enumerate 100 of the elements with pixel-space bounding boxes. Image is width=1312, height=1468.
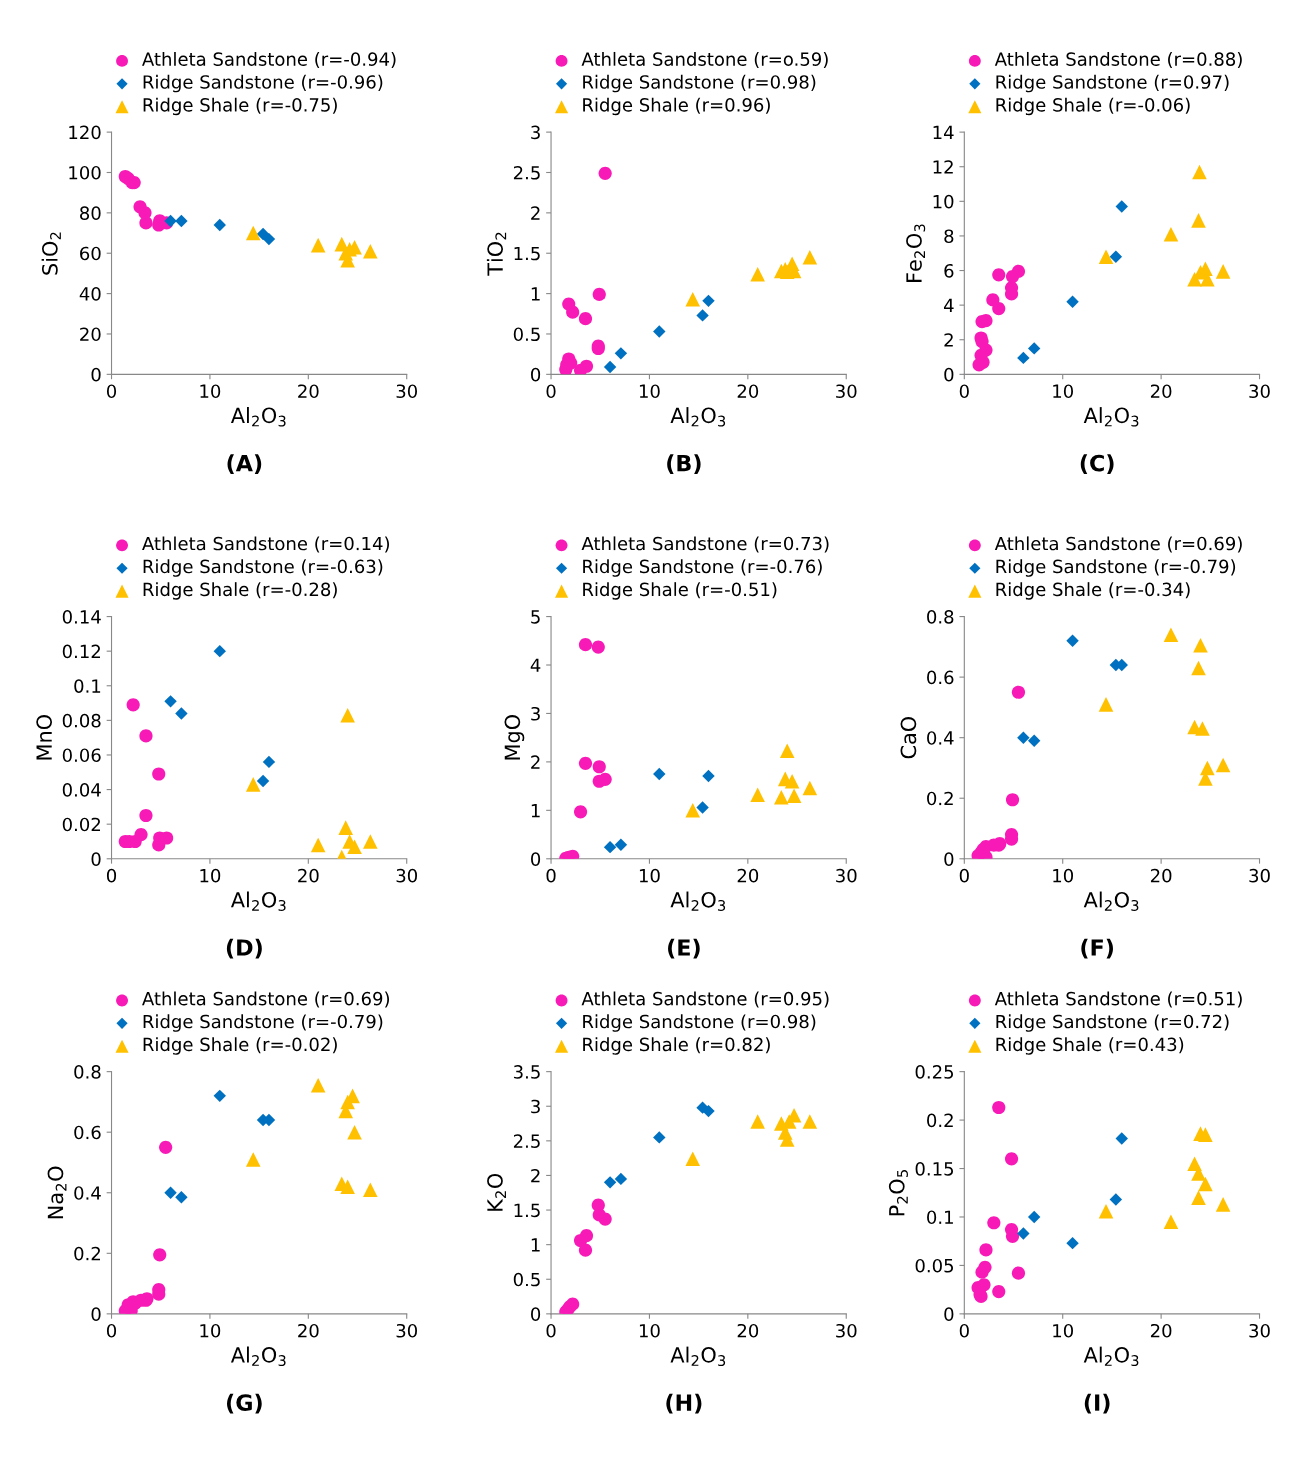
x-tick-label: 0	[546, 1323, 556, 1338]
y-tick-label: 0.2	[927, 791, 953, 806]
y-tick-label: 0.04	[62, 783, 101, 797]
text: (G)	[226, 1393, 262, 1414]
legend-label: Ridge Shale (r=-0.51)	[583, 582, 777, 600]
x-tick-label: 0	[106, 868, 117, 883]
y-axis-title: Na$_{2}$O	[47, 1166, 67, 1219]
text: (F)	[1081, 938, 1113, 959]
x-tick-label: 30	[1249, 1323, 1270, 1338]
x-tick-label: 10	[639, 1323, 660, 1338]
legend-label: Ridge Shale (r=-0.34)	[996, 582, 1190, 600]
legend-label: Athleta Sandstone (r=0.88)	[994, 51, 1242, 69]
y-tick-label: 10	[933, 194, 954, 209]
y-tick-label: 2.5	[513, 165, 540, 180]
y-tick-label: 1.5	[514, 1203, 540, 1218]
x-tick-label: 10	[1053, 384, 1074, 399]
x-tick-label: 0	[546, 384, 556, 399]
y-tick-label: 0	[91, 367, 101, 382]
x-tick-label: 10	[639, 868, 660, 883]
legend-label: Athleta Sandstone (r=o.59)	[581, 51, 828, 69]
x-tick-label: 0	[106, 1323, 117, 1338]
x-tick-label: 30	[836, 1323, 857, 1338]
y-tick-label: 1	[531, 804, 540, 818]
y-tick-label: 0	[531, 367, 541, 382]
text: (D)	[226, 938, 262, 959]
legend-label: Ridge Sandstone (r=-0.79)	[996, 559, 1236, 577]
y-tick-label: 0.4	[74, 1186, 101, 1200]
y-tick-label: 0	[531, 1307, 541, 1321]
x-axis-title: Al$_{2}$O$_{3}$	[230, 407, 286, 427]
y-tick-label: 0.4	[927, 731, 954, 745]
x-axis-title: Al$_{2}$O$_{3}$	[1083, 891, 1139, 911]
y-tick-label: 20	[80, 327, 101, 342]
y-tick-label: 2.5	[513, 1134, 540, 1148]
x-axis-title: Al$_{2}$O$_{3}$	[230, 1346, 286, 1367]
legend-label: Athleta Sandstone (r=0.95)	[581, 991, 829, 1008]
y-tick-label: 0.12	[62, 644, 100, 659]
y-tick-label: 0.2	[74, 1246, 100, 1261]
y-tick-label: 0.5	[513, 1272, 540, 1287]
legend-label: Ridge Sandstone (r=-0.96)	[143, 74, 383, 93]
y-tick-label: 0	[944, 1307, 954, 1321]
legend-label: Athleta Sandstone (r=0.69)	[142, 991, 390, 1008]
y-axis-title: MnO	[36, 715, 52, 760]
legend-label: Ridge Shale (r=0.82)	[583, 1037, 770, 1055]
y-tick-label: 3	[531, 125, 540, 140]
x-tick-label: 20	[1150, 384, 1172, 399]
y-tick-label: 2	[531, 755, 540, 769]
y-tick-label: 0.14	[62, 610, 101, 624]
y-tick-label: 0	[91, 1307, 101, 1321]
x-tick-label: 20	[737, 384, 759, 399]
y-tick-label: 4	[943, 298, 954, 312]
y-tick-label: 3	[531, 1099, 540, 1114]
y-tick-label: 40	[79, 287, 101, 301]
text: (H)	[666, 1393, 702, 1414]
x-axis-title: Al$_{2}$O$_{3}$	[670, 891, 726, 911]
y-tick-label: 8	[944, 229, 954, 244]
text: (C)	[1080, 454, 1114, 475]
x-tick-label: 0	[106, 384, 117, 399]
y-tick-label: 2	[531, 206, 540, 220]
y-axis-title: SiO$_{2}$	[41, 232, 61, 275]
x-tick-label: 10	[200, 384, 221, 399]
y-tick-label: 0	[531, 852, 541, 866]
y-axis-title: Fe$_{2}$O$_{3}$	[906, 224, 926, 282]
y-axis-title: CaO	[900, 716, 917, 759]
y-tick-label: 1.5	[514, 246, 540, 261]
legend-label: Ridge Shale (r=-0.75)	[143, 97, 337, 116]
x-tick-label: 30	[396, 1323, 418, 1338]
x-tick-label: 20	[1150, 868, 1172, 883]
x-axis-title: Al$_{2}$O$_{3}$	[1083, 1346, 1139, 1367]
legend-label: Ridge Sandstone (r=-0.63)	[143, 559, 383, 577]
x-tick-label: 0	[546, 868, 556, 883]
x-tick-label: 30	[1249, 868, 1270, 883]
legend-label: Athleta Sandstone (r=0.69)	[994, 536, 1242, 553]
y-tick-label: 0.05	[915, 1258, 954, 1273]
x-tick-label: 20	[1150, 1323, 1172, 1338]
y-tick-label: 0.25	[915, 1065, 954, 1079]
y-tick-label: 2	[531, 1168, 540, 1183]
x-tick-label: 10	[200, 1323, 221, 1338]
y-tick-label: 0	[944, 852, 954, 866]
x-tick-label: 0	[959, 384, 969, 399]
y-tick-label: 0.2	[927, 1113, 953, 1128]
legend-label: Ridge Sandstone (r=0.98)	[583, 1014, 816, 1032]
y-tick-label: 0.1	[74, 679, 101, 693]
text: (I)	[1084, 1393, 1110, 1414]
legend-label: Ridge Sandstone (r=-0.79)	[143, 1014, 383, 1032]
y-axis-title: MgO	[504, 715, 525, 760]
legend-label: Athleta Sandstone (r=-0.94)	[142, 51, 396, 69]
legend-label: Ridge Shale (r=0.96)	[583, 97, 770, 116]
y-tick-label: 80	[80, 206, 101, 220]
x-tick-label: 20	[298, 868, 319, 883]
legend-label: Ridge Shale (r=-0.28)	[143, 582, 337, 600]
y-tick-label: 120	[69, 125, 101, 140]
y-tick-label: 6	[944, 263, 954, 278]
x-tick-label: 10	[1053, 868, 1074, 883]
x-tick-label: 20	[298, 1323, 319, 1338]
y-tick-label: 0	[944, 367, 954, 382]
y-axis-title: P$_{2}$O$_{5}$	[888, 1170, 908, 1216]
x-tick-label: 10	[200, 868, 221, 883]
x-axis-title: Al$_{2}$O$_{3}$	[230, 891, 286, 911]
y-tick-label: 0.8	[927, 610, 954, 624]
legend-label: Ridge Sandstone (r=0.98)	[583, 74, 816, 93]
